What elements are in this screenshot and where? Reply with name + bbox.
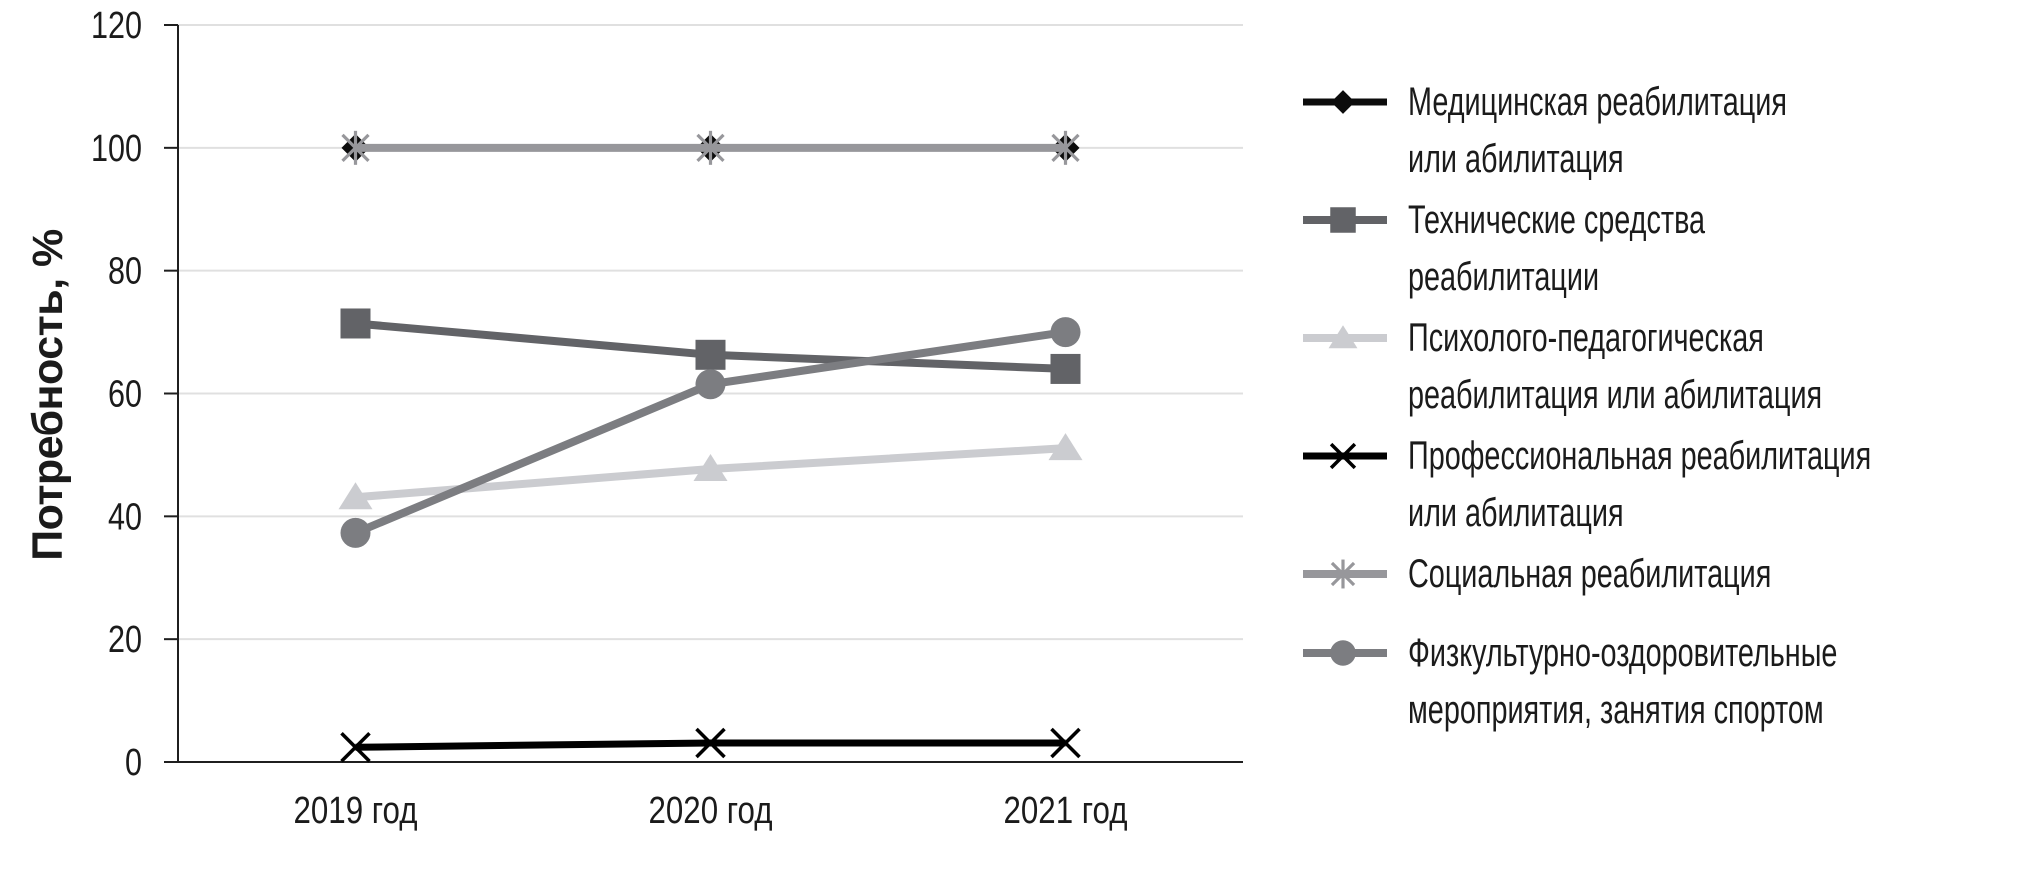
series-4 [341, 130, 1080, 165]
y-tick-label: 40 [108, 496, 142, 538]
asterisk-marker-icon [1330, 559, 1356, 589]
series-1 [340, 308, 1081, 384]
legend-item-label: Технические средства реабилитации [1408, 192, 1705, 306]
legend: Медицинская реабилитация или абилитация Те… [1303, 74, 2023, 743]
legend-item-label: Профессиональная реабилитация или абилита… [1408, 428, 1871, 542]
series-3 [340, 727, 1081, 763]
legend-circle-marker-icon [1303, 640, 1387, 666]
y-tick-label: 80 [108, 251, 142, 293]
legend-triangle-marker-icon [1303, 325, 1387, 349]
y-tick-label: 120 [91, 5, 142, 47]
series-5 [340, 317, 1081, 548]
legend-asterisk-marker-icon [1303, 559, 1387, 589]
triangle-marker-icon [1328, 325, 1358, 349]
plot-area: 0 20 40 60 80 100 120 2019 год 2020 год 2021 год [91, 5, 1243, 832]
asterisk-marker-icon [341, 130, 370, 165]
legend-item-label: Социальная реабилитация [1408, 546, 1771, 603]
x-marker-icon [695, 727, 726, 759]
x-tick-label: 2020 год [649, 790, 773, 832]
legend-label-line: мероприятия, занятия спортом [1408, 688, 1824, 732]
legend-label-line: реабилитация или абилитация [1408, 373, 1823, 417]
x-marker-icon [1329, 442, 1357, 470]
x-tick-label: 2019 год [294, 790, 418, 832]
y-tick-label: 100 [91, 128, 142, 170]
legend-item-label: Медицинская реабилитация или абилитация [1408, 74, 1787, 188]
legend-label-line: Технические средства [1408, 198, 1706, 242]
legend-label-line: Физкультурно-оздоровительные [1408, 631, 1838, 675]
legend-label-line: Социальная реабилитация [1408, 552, 1772, 596]
circle-marker-icon [1050, 317, 1081, 348]
square-marker-icon [340, 308, 371, 339]
legend-item-label: Физкультурно-оздоровительные мероприятия,… [1408, 625, 1837, 739]
legend-label-line: или абилитация [1408, 137, 1624, 181]
square-marker-icon [1050, 353, 1081, 384]
square-marker-icon [1330, 207, 1356, 233]
legend-item: Технические средства реабилитации [1303, 192, 2023, 306]
legend-item: Профессиональная реабилитация или абилита… [1303, 428, 2023, 542]
legend-square-marker-icon [1303, 207, 1387, 233]
x-marker-icon [340, 732, 371, 763]
legend-label-line: Профессиональная реабилитация [1408, 434, 1872, 478]
circle-marker-icon [1330, 640, 1356, 666]
square-marker-icon [695, 339, 726, 370]
legend-item: Психолого-педагогическая реабилитация или… [1303, 310, 2023, 424]
legend-label-line: Медицинская реабилитация [1408, 80, 1787, 124]
legend-label-line: Психолого-педагогическая [1408, 316, 1764, 360]
legend-item: Медицинская реабилитация или абилитация [1303, 74, 2023, 188]
y-tick-label: 20 [108, 619, 142, 661]
y-tick-label: 0 [125, 742, 142, 784]
legend-diamond-marker-icon [1303, 90, 1387, 114]
triangle-marker-icon [1048, 433, 1083, 461]
diamond-marker-icon [1331, 90, 1355, 114]
legend-item-label: Психолого-педагогическая реабилитация или… [1408, 310, 1822, 424]
triangle-marker-icon [693, 454, 728, 482]
legend-x-marker-icon [1303, 442, 1387, 470]
legend-item: Физкультурно-оздоровительные мероприятия,… [1303, 625, 2023, 739]
legend-item: Социальная реабилитация [1303, 546, 2023, 603]
legend-label-line: реабилитации [1408, 255, 1600, 299]
series-2 [338, 433, 1083, 510]
circle-marker-icon [695, 369, 726, 400]
y-tick-label: 60 [108, 374, 142, 416]
legend-label-line: или абилитация [1408, 491, 1624, 535]
y-axis-title: Потребность, % [24, 229, 72, 561]
asterisk-marker-icon [696, 130, 725, 165]
triangle-marker-icon [338, 482, 373, 510]
circle-marker-icon [340, 517, 371, 548]
asterisk-marker-icon [1051, 130, 1080, 165]
x-marker-icon [1050, 727, 1081, 759]
x-tick-label: 2021 год [1004, 790, 1128, 832]
